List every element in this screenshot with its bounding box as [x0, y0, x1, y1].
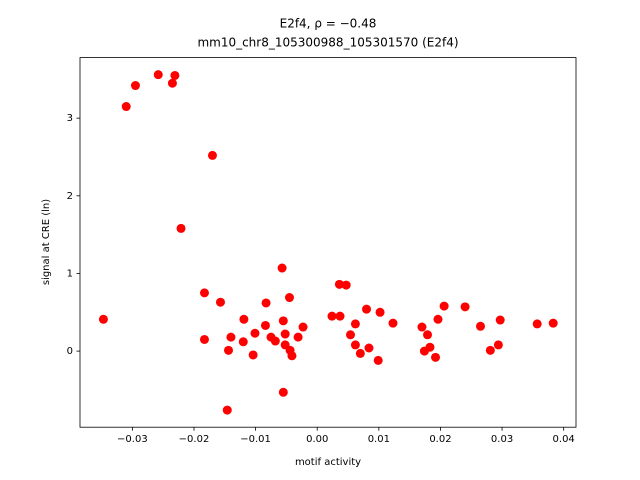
point: [417, 322, 427, 332]
plot-frame: [79, 57, 577, 428]
x-tick-label: 0.00: [306, 434, 328, 445]
point: [199, 334, 209, 344]
point: [170, 70, 180, 80]
point: [364, 343, 374, 353]
y-tick-label: 0: [67, 346, 73, 357]
point: [130, 81, 140, 91]
point: [373, 355, 383, 365]
point: [532, 319, 542, 329]
point: [375, 307, 385, 317]
point: [261, 298, 271, 308]
y-axis-label: signal at CRE (ln): [41, 199, 52, 285]
point: [327, 311, 337, 321]
point: [425, 342, 435, 352]
point: [223, 345, 233, 355]
point: [548, 318, 558, 328]
y-tick-label: 1: [67, 268, 73, 279]
point: [495, 315, 505, 325]
point: [362, 304, 372, 314]
point: [248, 350, 258, 360]
point: [222, 405, 232, 415]
point: [334, 279, 344, 289]
chart-title: E2f4, ρ = −0.48: [280, 17, 377, 31]
point: [433, 314, 443, 324]
x-tick-label: 0.01: [368, 434, 390, 445]
point: [388, 318, 398, 328]
x-tick-label: 0.02: [429, 434, 451, 445]
point: [167, 78, 177, 88]
point: [439, 301, 449, 311]
point: [270, 336, 280, 346]
point: [176, 223, 186, 233]
point: [345, 330, 355, 340]
point: [431, 352, 441, 362]
y-tick-label: 2: [67, 191, 73, 202]
point: [355, 348, 365, 358]
point: [121, 102, 131, 112]
x-tick-label: 0.03: [491, 434, 513, 445]
point: [350, 319, 360, 329]
point: [238, 337, 248, 347]
point: [423, 330, 433, 340]
point: [493, 340, 503, 350]
point: [475, 321, 485, 331]
point: [215, 297, 225, 307]
point: [250, 328, 260, 338]
point: [350, 340, 360, 350]
x-axis-label: motif activity: [295, 457, 361, 468]
point: [199, 288, 209, 298]
point: [277, 263, 287, 273]
point: [335, 311, 345, 321]
point: [485, 345, 495, 355]
point: [298, 322, 308, 332]
point: [460, 302, 470, 312]
point: [207, 150, 217, 160]
point: [260, 320, 270, 330]
point: [98, 314, 108, 324]
point: [280, 329, 290, 339]
point: [278, 316, 288, 326]
point: [341, 280, 351, 290]
x-tick-label: −0.02: [179, 434, 210, 445]
point: [226, 332, 236, 342]
point: [153, 70, 163, 80]
x-tick-label: 0.04: [553, 434, 575, 445]
x-tick-label: −0.01: [240, 434, 271, 445]
point: [287, 351, 297, 361]
point: [284, 293, 294, 303]
y-tick-label: 3: [67, 113, 73, 124]
point: [239, 314, 249, 324]
point: [293, 332, 303, 342]
x-tick-label: −0.03: [117, 434, 148, 445]
chart-subtitle: mm10_chr8_105300988_105301570 (E2f4): [197, 36, 458, 50]
point: [278, 387, 288, 397]
